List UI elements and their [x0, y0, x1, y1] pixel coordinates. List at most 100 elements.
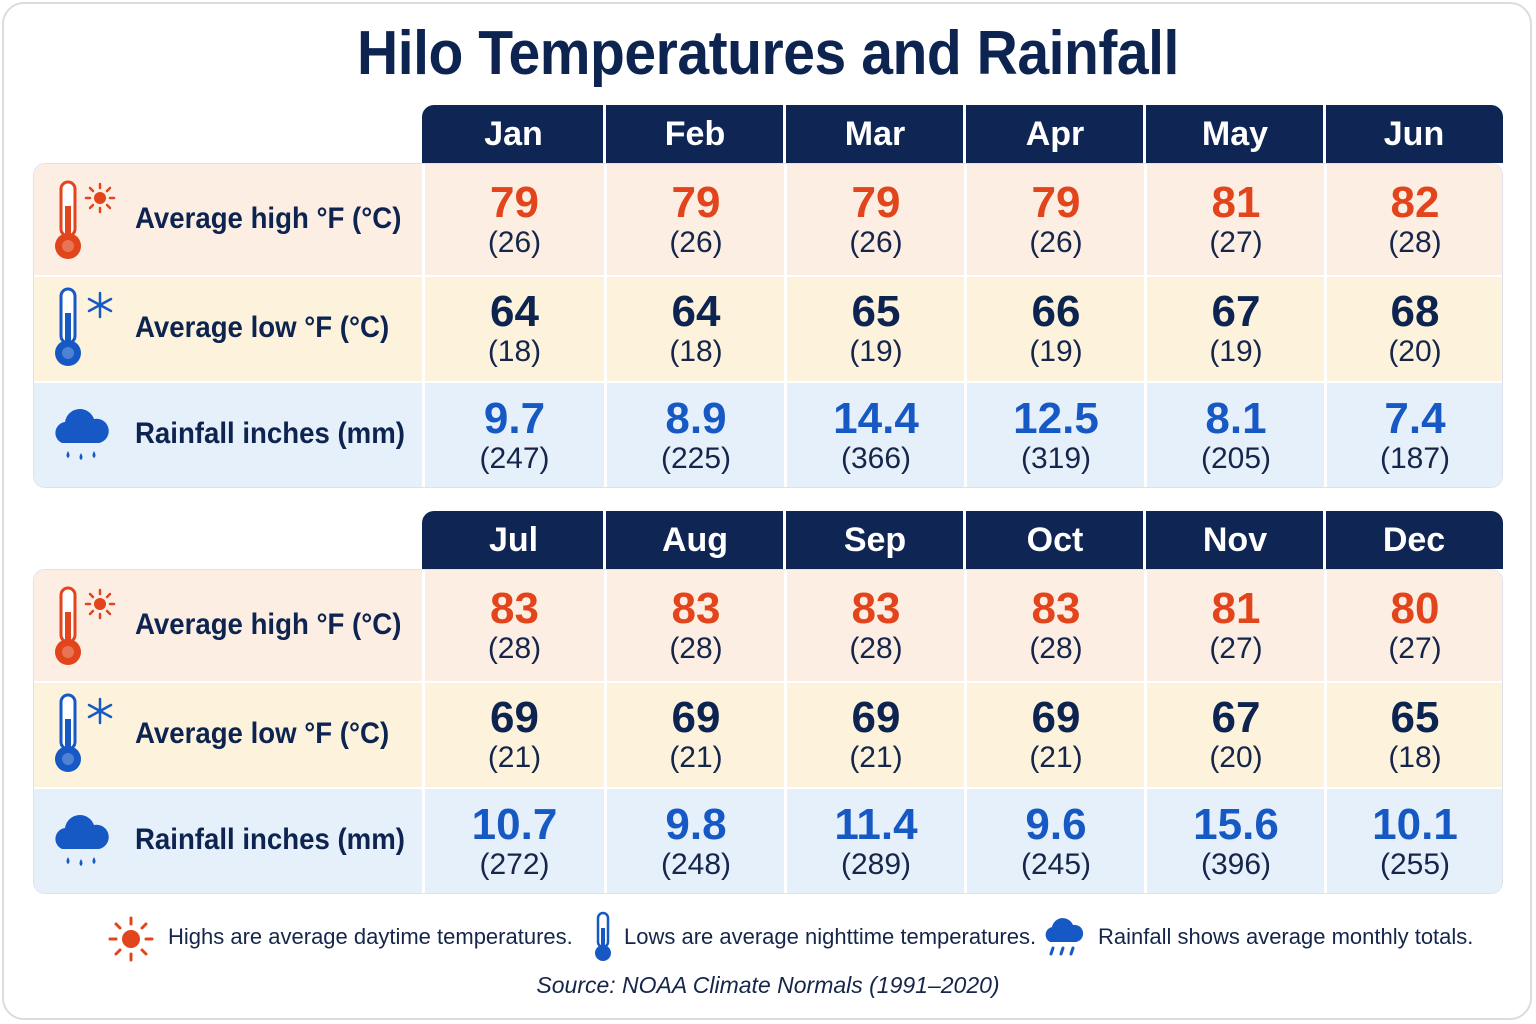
- value-rain-secondary: (396): [1200, 848, 1272, 881]
- value-high-secondary: (27): [1388, 632, 1442, 665]
- value-high: 83: [671, 584, 721, 633]
- row-label-rain: Rainfall inches (mm): [135, 417, 405, 450]
- value-rain: 10.1: [1372, 800, 1458, 849]
- month-header: Dec: [1382, 521, 1446, 559]
- value-low: 64: [671, 287, 721, 336]
- value-rain: 9.8: [665, 800, 727, 849]
- value-rain: 15.6: [1193, 800, 1279, 849]
- thermometer-snow-icon: [48, 285, 120, 378]
- value-rain-secondary: (366): [840, 442, 912, 475]
- value-high: 80: [1390, 584, 1440, 633]
- cell-high: 83 (28): [786, 586, 966, 666]
- value-rain-secondary: (225): [660, 442, 732, 475]
- value-low-secondary: (18): [487, 335, 542, 368]
- legend-text-rainfall: Rainfall shows average monthly totals.: [1098, 924, 1474, 949]
- cell-low: 64 (18): [423, 289, 606, 369]
- header-divider: [603, 105, 606, 163]
- value-high: 83: [1031, 584, 1081, 633]
- value-low: 67: [1211, 693, 1261, 742]
- cell-rain: 8.9 (225): [606, 396, 786, 476]
- value-high: 83: [490, 584, 539, 633]
- table-row-rain: Rainfall inches (mm) 10.7 (272) 9.8 (248) 11.…: [34, 789, 1502, 893]
- value-high-secondary: (28): [487, 632, 542, 665]
- value-low-secondary: (18): [1388, 741, 1442, 774]
- cell-high: 83 (28): [966, 586, 1146, 666]
- value-rain-secondary: (247): [479, 442, 550, 475]
- value-low: 67: [1211, 287, 1261, 336]
- legend: Highs are average daytime temperatures. …: [0, 908, 1536, 968]
- table-row-high: Average high °F (°C) 83 (28) 83 (28) 83 (28) 83…: [34, 570, 1502, 681]
- cell-low: 69 (21): [606, 695, 786, 775]
- value-high-secondary: (26): [487, 226, 542, 259]
- cell-low: 67 (19): [1146, 289, 1326, 369]
- value-high: 79: [671, 178, 721, 227]
- value-low-secondary: (20): [1388, 335, 1442, 368]
- cell-high: 79 (26): [786, 180, 966, 260]
- value-high-secondary: (27): [1209, 632, 1263, 665]
- value-high-secondary: (27): [1209, 226, 1263, 259]
- value-rain: 9.7: [483, 394, 546, 443]
- value-rain-secondary: (289): [840, 848, 912, 881]
- value-high-secondary: (28): [669, 632, 723, 665]
- cell-rain: 9.7 (247): [423, 396, 606, 476]
- value-low-secondary: (20): [1209, 741, 1263, 774]
- cell-rain: 10.1 (255): [1326, 800, 1502, 882]
- value-low: 69: [490, 693, 539, 742]
- column-divider: [784, 570, 787, 893]
- cell-low: 64 (18): [606, 289, 786, 369]
- value-rain-secondary: (248): [660, 848, 732, 881]
- value-high: 79: [851, 178, 901, 227]
- cell-rain: 10.7 (272): [423, 802, 606, 882]
- header-divider: [603, 511, 606, 569]
- value-low: 66: [1031, 287, 1081, 336]
- header-divider: [783, 105, 786, 163]
- value-high: 81: [1211, 178, 1261, 227]
- value-high-secondary: (26): [849, 226, 903, 259]
- month-header: Mar: [844, 115, 906, 153]
- table-body: Average high °F (°C) 83 (28) 83 (28) 83 (28) 83…: [33, 569, 1503, 894]
- cell-low: 67 (20): [1146, 695, 1326, 775]
- value-rain-secondary: (245): [1020, 848, 1092, 881]
- thermometer-sun-icon: [48, 178, 120, 271]
- column-divider: [604, 164, 607, 487]
- header-divider: [783, 511, 786, 569]
- column-divider: [604, 570, 607, 893]
- value-rain: 8.9: [665, 394, 727, 443]
- value-low: 64: [490, 287, 539, 336]
- value-high-secondary: (26): [669, 226, 723, 259]
- month-header: Jun: [1383, 115, 1445, 153]
- row-divider: [34, 787, 1502, 789]
- value-low-secondary: (19): [1209, 335, 1263, 368]
- cell-low: 66 (19): [966, 289, 1146, 369]
- value-low-secondary: (21): [487, 741, 542, 774]
- month-header: Oct: [1026, 521, 1084, 559]
- source-note: Source: NOAA Climate Normals (1991–2020): [536, 972, 1000, 998]
- cell-high: 82 (28): [1326, 180, 1502, 260]
- cell-low: 65 (19): [786, 289, 966, 369]
- row-label-rain: Rainfall inches (mm): [135, 823, 405, 856]
- cell-low: 69 (21): [786, 695, 966, 775]
- cell-rain: 7.4 (187): [1326, 396, 1502, 476]
- cell-rain: 8.1 (205): [1146, 396, 1326, 476]
- column-divider: [1144, 164, 1147, 487]
- table-row-rain: Rainfall inches (mm) 9.7 (247) 8.9 (225) 14.4…: [34, 383, 1502, 487]
- column-divider: [422, 164, 425, 487]
- value-high: 83: [851, 584, 901, 633]
- table-body: Average high °F (°C) 79 (26) 79 (26) 79 (26) 79…: [33, 163, 1503, 488]
- column-divider: [964, 570, 967, 893]
- row-label-low: Average low °F (°C): [135, 311, 390, 344]
- cell-high: 83 (28): [423, 586, 606, 666]
- row-label-low: Average low °F (°C): [135, 717, 390, 750]
- value-rain: 11.4: [834, 800, 918, 849]
- value-rain: 14.4: [833, 394, 919, 443]
- header-divider: [963, 511, 966, 569]
- value-low-secondary: (21): [669, 741, 723, 774]
- table-row-high: Average high °F (°C) 79 (26) 79 (26) 79 (26) 79…: [34, 164, 1502, 275]
- cell-rain: 14.4 (366): [786, 396, 966, 476]
- value-low: 65: [1390, 693, 1440, 742]
- value-low: 69: [671, 693, 721, 742]
- month-header-row: Jul Aug Sep Oct Nov Dec: [422, 511, 1503, 569]
- sun-icon: [106, 914, 156, 969]
- value-high-secondary: (28): [1029, 632, 1083, 665]
- page-title: Hilo Temperatures and Rainfall: [357, 19, 1179, 88]
